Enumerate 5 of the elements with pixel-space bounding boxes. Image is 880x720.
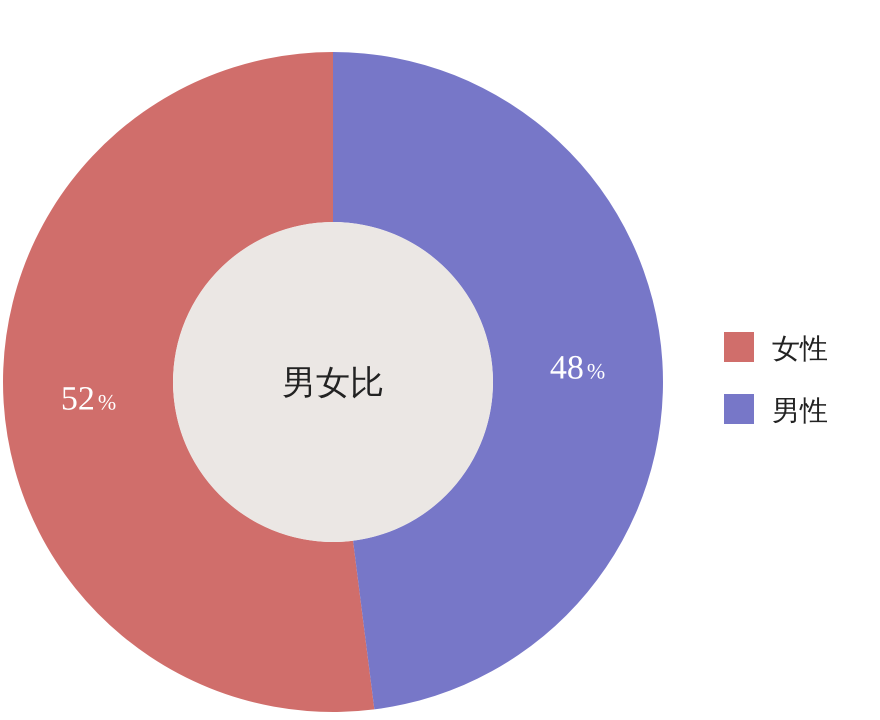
text: 男女比 [282,365,384,402]
legend-label: 男性 [772,394,828,427]
data-label: 52% [60,380,116,418]
legend-label: 女性 [772,332,828,365]
data-label: 48% [550,350,606,387]
